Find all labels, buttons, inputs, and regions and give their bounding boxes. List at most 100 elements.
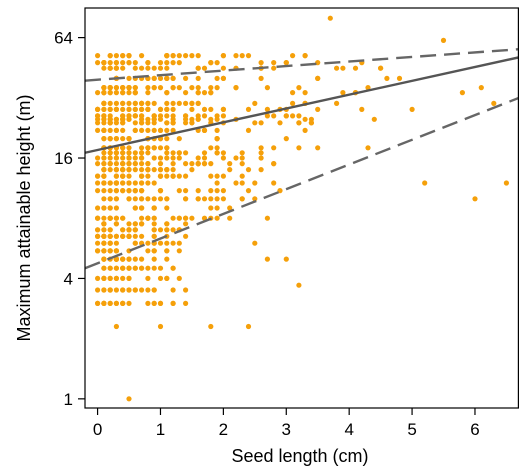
data-point [252,120,258,126]
data-point [95,188,101,194]
data-point [422,180,428,186]
lower-interval-line [84,96,519,270]
data-point [107,161,113,167]
data-point [126,188,132,194]
data-point [170,161,176,167]
data-point [258,150,264,156]
data-point [214,116,220,122]
data-point [107,150,113,156]
data-point [101,90,107,96]
data-point [315,145,321,151]
data-point [378,65,384,71]
data-point [170,215,176,221]
data-point [132,221,138,227]
data-point [315,60,321,66]
data-point [258,75,264,81]
data-point [201,161,208,167]
data-point [120,100,126,106]
data-point [120,85,126,91]
y-tick-label: 4 [64,269,73,288]
data-point [101,100,107,106]
data-point [113,240,119,246]
data-point [164,221,170,227]
data-point [101,196,107,202]
data-point [126,136,132,142]
data-point [340,90,346,96]
data-point [107,90,113,96]
data-point [120,256,126,262]
data-point [151,256,157,262]
data-point [145,145,151,151]
data-point [113,205,119,211]
data-point [120,167,126,173]
data-point [157,173,164,179]
data-point [164,60,170,66]
data-point [283,256,289,262]
data-point [208,85,214,91]
data-point [239,161,245,167]
data-point [101,240,107,246]
data-point [107,265,113,271]
data-point [239,180,245,186]
data-point [113,233,119,239]
data-point [302,116,308,122]
data-point [208,116,214,122]
data-point [151,167,157,173]
data-point [164,106,170,112]
data-point [183,150,189,156]
data-point [195,196,201,202]
data-point [220,106,226,112]
data-point [214,85,220,91]
data-point [189,85,195,91]
fit-lines [84,48,519,270]
data-point [139,127,145,133]
data-point [107,53,113,59]
data-point [183,161,189,167]
data-point [95,127,101,133]
data-point [189,53,195,59]
data-point [164,136,170,142]
data-point [120,90,126,96]
data-point [107,248,113,254]
data-point [126,155,132,161]
x-axis-title: Seed length (cm) [231,446,368,466]
data-point [384,75,390,81]
data-point [95,155,101,161]
data-point [170,75,176,81]
data-point [113,248,119,254]
data-point [126,227,132,233]
data-point [214,196,220,202]
data-point [132,100,138,106]
regression-line [84,56,519,154]
data-point [183,300,189,306]
data-point [101,167,107,173]
data-point [271,145,277,151]
data-point [220,155,226,161]
data-point [170,287,176,293]
data-point [195,53,201,59]
data-point [208,173,214,179]
data-point [195,90,201,96]
data-point [290,90,296,96]
data-point [277,188,283,194]
data-point [208,188,214,194]
plot-frame [84,7,519,409]
data-point [145,196,151,202]
data-point [101,256,107,262]
data-point [164,155,170,161]
data-point [132,196,138,202]
data-point [139,221,145,227]
data-point [302,53,308,59]
data-point [113,173,119,179]
data-point [233,85,239,91]
data-point [139,256,145,262]
y-axis: 1 4 16 64 [54,29,85,409]
data-point [126,173,132,179]
data-point [107,215,113,221]
data-point [132,65,138,71]
data-point [164,65,170,71]
data-point [107,233,113,239]
data-point [113,196,119,202]
data-point [302,90,308,96]
